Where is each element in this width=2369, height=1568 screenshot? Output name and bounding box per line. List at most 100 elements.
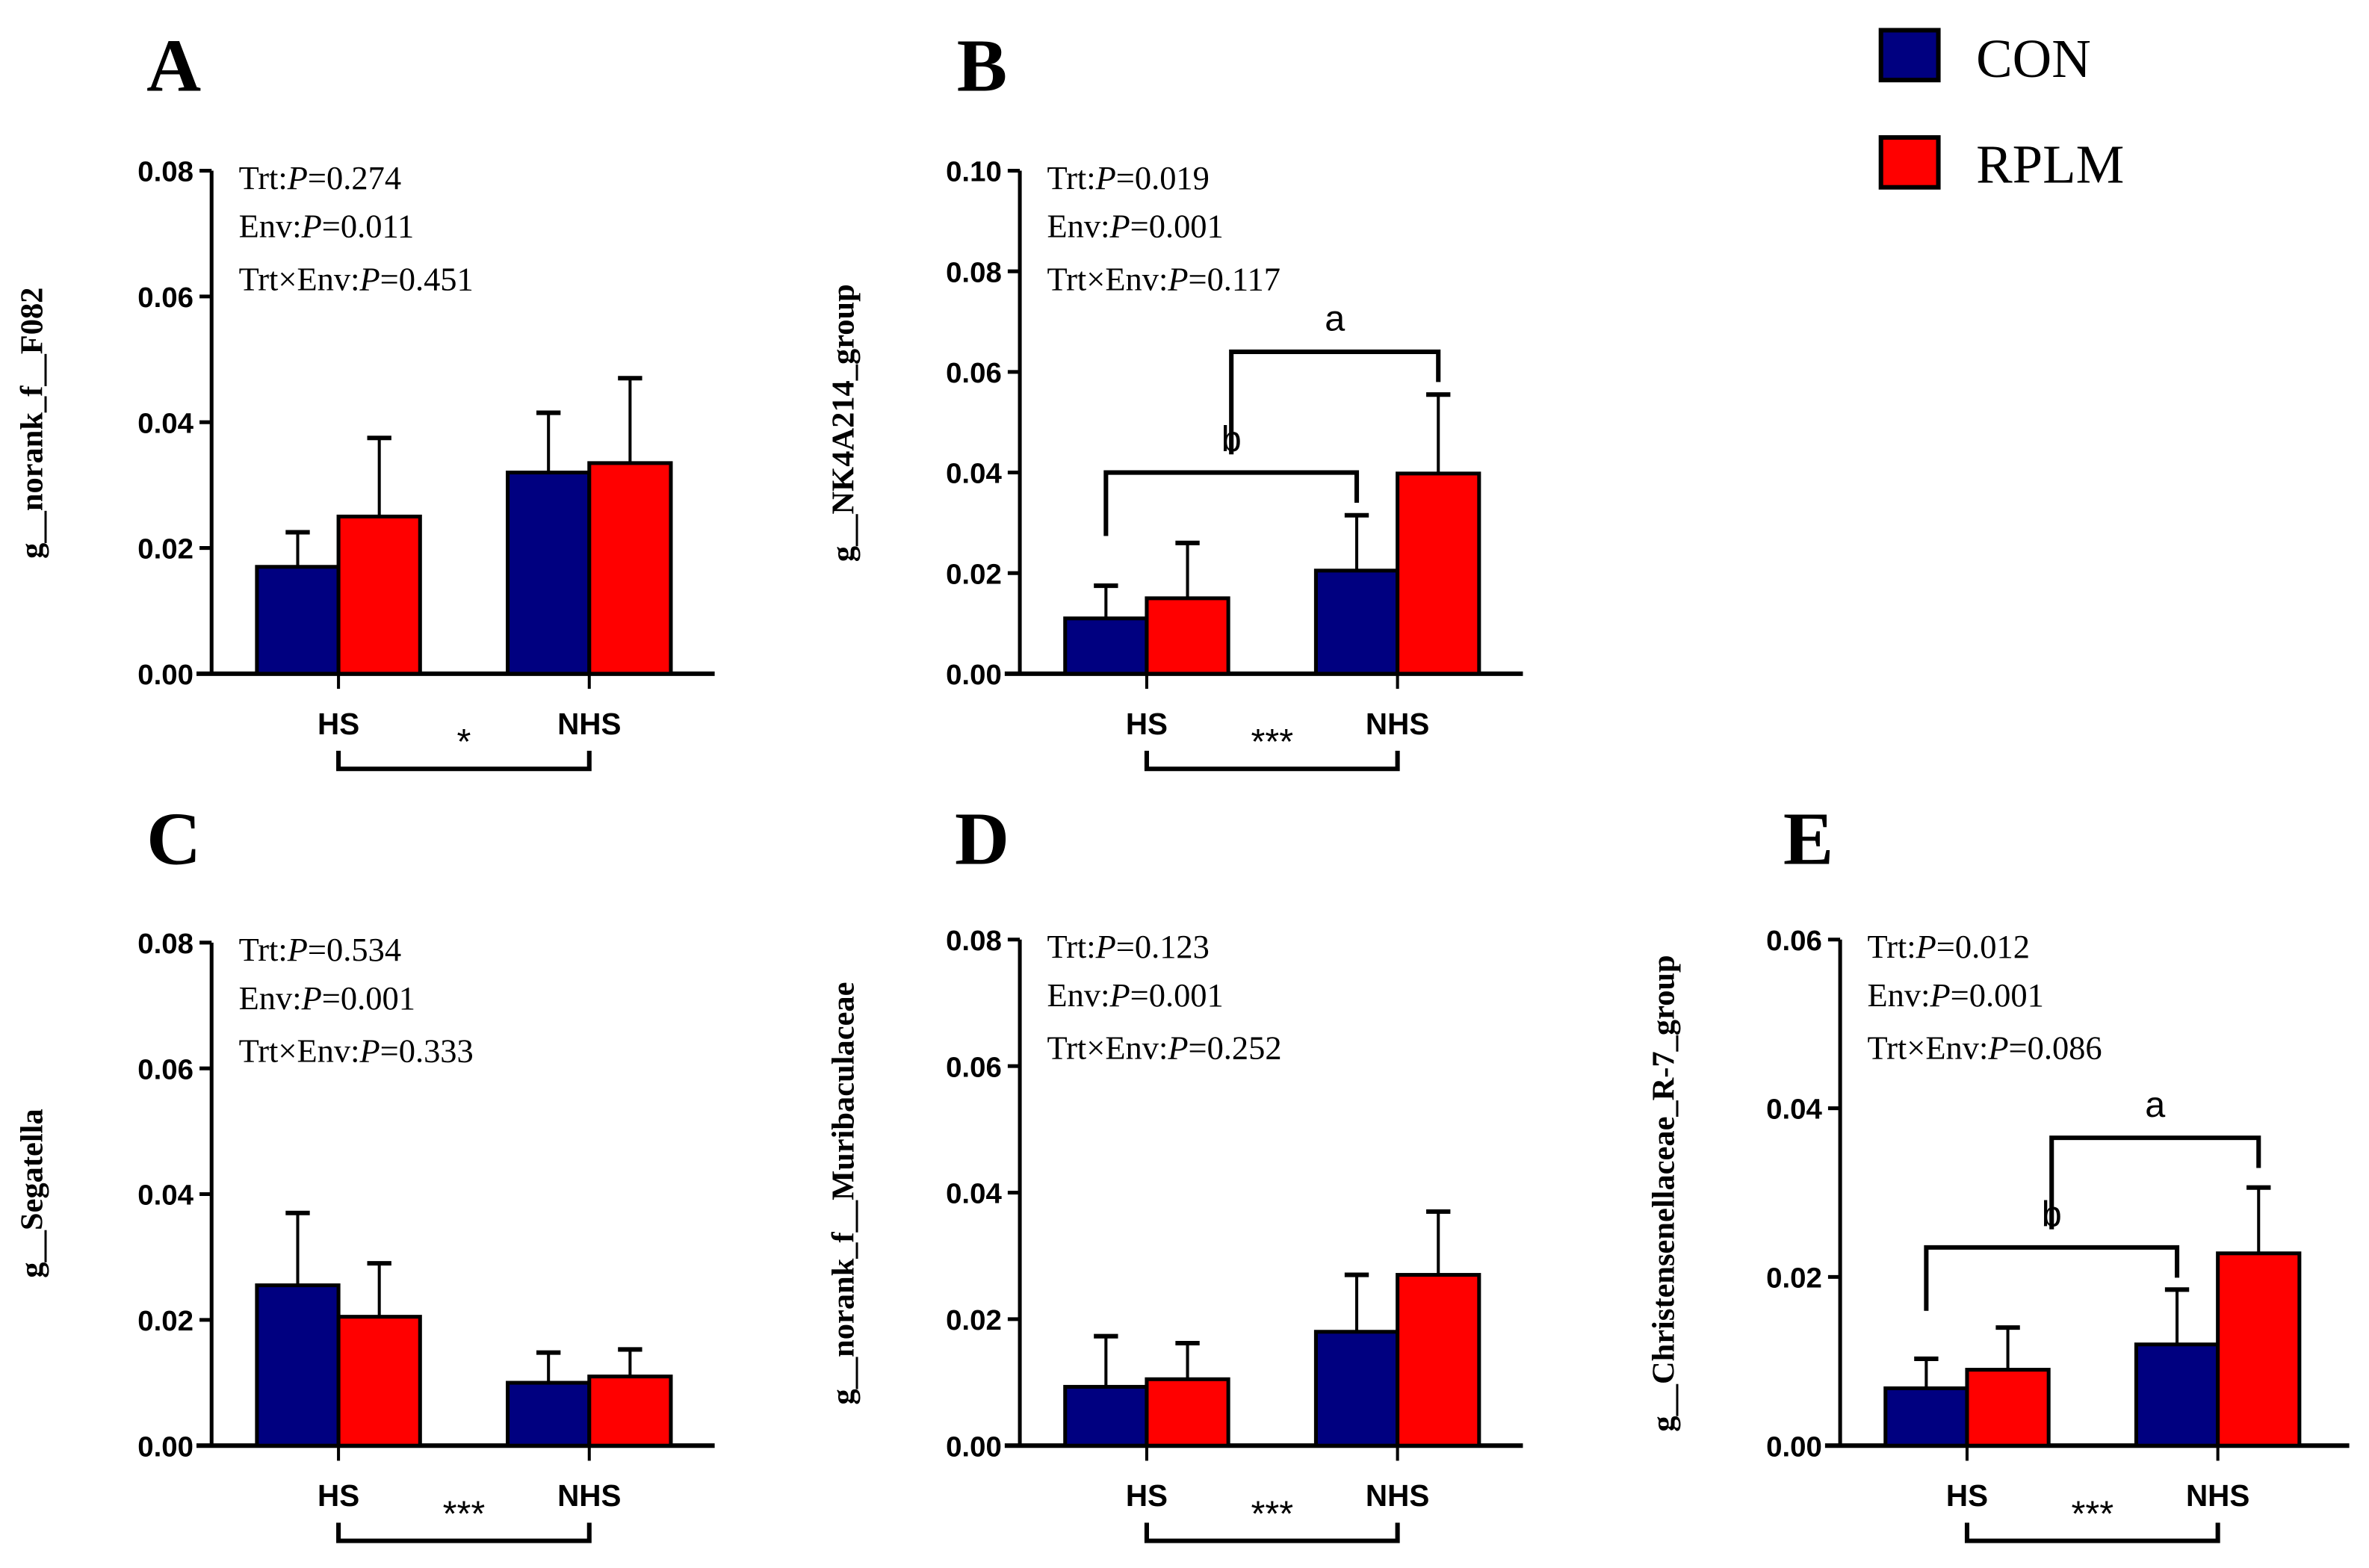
bar-rplm-hs [336, 1315, 422, 1448]
panel-c: Cg__Segatella 0.00 0.02 0.04 0.06 0.08 HS NHS Tr… [15, 797, 715, 1543]
y-tick-label: 0.08 [946, 925, 1002, 957]
y-tick-label: 0.02 [137, 1305, 193, 1337]
bar-con-nhs [1313, 568, 1400, 676]
env-significance-stars: *** [1251, 722, 1293, 762]
legend-swatch-rplm [1878, 134, 1941, 190]
legend-swatch-con [1878, 28, 1941, 83]
y-tick-label: 0.02 [1766, 1262, 1822, 1295]
x-tick-label: HS [318, 707, 359, 741]
panel-a: Ag__norank_f__F082 0.00 0.02 0.04 0.06 0.08 HS… [15, 23, 715, 772]
bar-rplm-nhs [587, 461, 673, 676]
bar-rplm-nhs [2216, 1251, 2302, 1448]
bar-rplm-hs [336, 514, 422, 676]
bar-rplm-hs [1145, 1377, 1230, 1448]
legend-label-con: CON [1976, 28, 2091, 89]
y-tick-label: 0.04 [946, 1178, 1002, 1210]
y-axis-label: g__Christensenellaceae_R-7_group [1647, 955, 1682, 1431]
bar-con-hs [255, 565, 341, 676]
y-tick-label: 0.00 [1766, 1431, 1822, 1463]
x-tick-label: HS [1126, 1478, 1168, 1513]
x-tick-label: NHS [557, 1478, 621, 1513]
legend: CON RPLM [1878, 28, 2124, 195]
y-tick-label: 0.06 [1766, 925, 1822, 957]
stat-line: Trt:P=0.534 [239, 931, 401, 968]
y-tick-label: 0.00 [946, 659, 1002, 691]
x-tick-label: HS [1946, 1478, 1988, 1513]
panel-letter: E [1783, 797, 1833, 881]
stat-line: Env:P=0.001 [1868, 976, 2044, 1014]
env-significance-bracket [1964, 1522, 2220, 1543]
y-tick-label: 0.02 [946, 558, 1002, 590]
env-significance-bracket [1144, 1522, 1400, 1543]
env-significance-stars: * [456, 722, 471, 762]
x-tick-label: NHS [557, 707, 621, 741]
y-tick-label: 0.08 [137, 928, 193, 960]
stat-line: Trt×Env:P=0.451 [239, 260, 474, 297]
panel-b: Bg__NK4A214_group 0.00 0.02 0.04 0.06 0.08 0.1… [826, 23, 1523, 772]
y-tick-label: 0.04 [1766, 1094, 1822, 1126]
x-tick-label: HS [318, 1478, 359, 1513]
panel-letter: A [146, 23, 201, 107]
stat-line: Trt:P=0.274 [239, 159, 401, 196]
y-tick-label: 0.06 [137, 1053, 193, 1085]
x-tick-label: NHS [1366, 707, 1429, 741]
pairwise-letter: a [2145, 1085, 2165, 1125]
stat-line: Trt×Env:P=0.333 [239, 1032, 474, 1070]
y-tick-label: 0.06 [946, 357, 1002, 389]
env-significance-stars: *** [2071, 1493, 2113, 1534]
bar-rplm-hs [1965, 1368, 2051, 1448]
stat-line: Trt:P=0.012 [1868, 928, 2030, 965]
bar-con-nhs [506, 471, 592, 676]
y-tick-label: 0.00 [946, 1431, 1002, 1463]
stat-line: Env:P=0.001 [239, 979, 415, 1017]
pairwise-bracket-con [1103, 470, 1360, 536]
pairwise-bracket-rplm [1229, 349, 1441, 455]
y-axis-label: g__Segatella [15, 1109, 50, 1277]
env-significance-stars: *** [1251, 1493, 1293, 1534]
bar-con-nhs [2134, 1342, 2220, 1448]
stat-line: Env:P=0.001 [1047, 207, 1223, 244]
bar-con-hs [1883, 1386, 1969, 1448]
legend-label-rplm: RPLM [1976, 134, 2124, 195]
env-significance-bracket [336, 1522, 592, 1543]
bar-con-nhs [506, 1380, 592, 1448]
y-axis-label: g__NK4A214_group [826, 284, 861, 562]
bar-rplm-nhs [1396, 1273, 1481, 1448]
y-tick-label: 0.04 [137, 407, 193, 439]
panel-d: Dg__norank_f__Muribaculaceae 0.00 0.02 0.04… [826, 797, 1523, 1543]
bar-con-hs [255, 1283, 341, 1448]
bar-con-nhs [1313, 1330, 1400, 1448]
bar-con-hs [1063, 616, 1149, 676]
panel-e: Eg__Christensenellaceae_R-7_group 0.00 0.0… [1647, 797, 2350, 1543]
stat-line: Trt:P=0.019 [1047, 159, 1209, 196]
stat-line: Env:P=0.001 [1047, 976, 1223, 1014]
panel-letter: B [957, 23, 1007, 107]
stat-line: Trt×Env:P=0.252 [1047, 1029, 1281, 1067]
panel-letter: D [955, 797, 1009, 881]
y-axis-label: g__norank_f__F082 [15, 288, 50, 559]
env-significance-bracket [1144, 751, 1400, 772]
panel-letter: C [146, 797, 201, 881]
y-tick-label: 0.10 [946, 156, 1002, 188]
y-tick-label: 0.00 [137, 659, 193, 691]
y-tick-label: 0.02 [137, 533, 193, 565]
y-tick-label: 0.04 [946, 458, 1002, 490]
y-tick-label: 0.06 [137, 282, 193, 314]
env-significance-bracket [336, 751, 592, 772]
y-tick-label: 0.06 [946, 1051, 1002, 1083]
x-tick-label: NHS [1366, 1478, 1429, 1513]
bar-rplm-hs [1145, 596, 1230, 676]
stat-line: Trt:P=0.123 [1047, 928, 1209, 965]
stat-line: Env:P=0.011 [239, 207, 415, 244]
stat-line: Trt×Env:P=0.086 [1868, 1029, 2102, 1067]
bar-con-hs [1063, 1384, 1149, 1448]
y-tick-label: 0.08 [137, 156, 193, 188]
y-tick-label: 0.02 [946, 1304, 1002, 1336]
pairwise-letter: a [1325, 299, 1345, 339]
x-tick-label: NHS [2186, 1478, 2249, 1513]
bar-rplm-nhs [587, 1375, 673, 1448]
pairwise-bracket-con [1924, 1245, 2180, 1311]
x-tick-label: HS [1126, 707, 1168, 741]
y-tick-label: 0.08 [946, 256, 1002, 288]
